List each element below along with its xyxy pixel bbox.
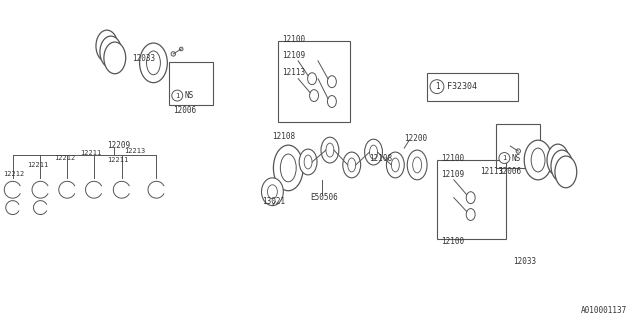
Ellipse shape bbox=[392, 158, 399, 172]
Ellipse shape bbox=[413, 157, 422, 173]
Ellipse shape bbox=[343, 152, 361, 178]
Ellipse shape bbox=[308, 73, 317, 85]
Text: 12100: 12100 bbox=[282, 35, 305, 44]
Bar bbox=[437, 160, 506, 239]
Ellipse shape bbox=[104, 42, 125, 74]
Circle shape bbox=[171, 52, 175, 56]
Ellipse shape bbox=[551, 150, 573, 182]
Ellipse shape bbox=[531, 148, 545, 172]
Ellipse shape bbox=[280, 154, 296, 182]
Ellipse shape bbox=[407, 150, 427, 180]
Ellipse shape bbox=[299, 149, 317, 175]
Text: 12109: 12109 bbox=[441, 170, 464, 180]
Ellipse shape bbox=[262, 178, 284, 206]
Text: A010001137: A010001137 bbox=[581, 306, 627, 315]
Text: 12033: 12033 bbox=[513, 257, 536, 266]
Ellipse shape bbox=[547, 144, 569, 176]
Text: 12006: 12006 bbox=[173, 106, 196, 115]
Ellipse shape bbox=[268, 185, 277, 199]
Text: 12033: 12033 bbox=[132, 54, 155, 63]
Circle shape bbox=[172, 90, 182, 101]
Bar bbox=[427, 73, 518, 100]
Ellipse shape bbox=[326, 143, 334, 157]
Ellipse shape bbox=[140, 43, 167, 83]
Text: 12200: 12200 bbox=[404, 134, 428, 143]
Ellipse shape bbox=[524, 140, 552, 180]
Text: 12006: 12006 bbox=[499, 167, 522, 176]
Ellipse shape bbox=[369, 145, 378, 159]
Ellipse shape bbox=[100, 36, 122, 68]
Text: F32304: F32304 bbox=[447, 82, 477, 91]
Ellipse shape bbox=[348, 158, 356, 172]
Text: 12211: 12211 bbox=[28, 162, 49, 168]
Text: 1: 1 bbox=[175, 92, 179, 99]
Ellipse shape bbox=[273, 145, 303, 191]
Ellipse shape bbox=[328, 76, 337, 88]
Text: 1: 1 bbox=[435, 82, 439, 91]
Text: 12212: 12212 bbox=[3, 171, 24, 177]
Text: NS: NS bbox=[184, 91, 193, 100]
Text: 12213: 12213 bbox=[124, 148, 145, 154]
Text: 1: 1 bbox=[502, 155, 506, 161]
Text: 13021: 13021 bbox=[262, 197, 285, 206]
Ellipse shape bbox=[96, 30, 118, 62]
Ellipse shape bbox=[328, 96, 337, 108]
Ellipse shape bbox=[321, 137, 339, 163]
Ellipse shape bbox=[466, 209, 475, 220]
Bar bbox=[497, 124, 540, 168]
Circle shape bbox=[516, 149, 520, 153]
Text: 12209: 12209 bbox=[107, 140, 130, 150]
Circle shape bbox=[430, 80, 444, 93]
Text: 12100: 12100 bbox=[441, 237, 464, 246]
Ellipse shape bbox=[555, 156, 577, 188]
Ellipse shape bbox=[310, 90, 319, 101]
Text: 12113: 12113 bbox=[481, 167, 504, 176]
Bar bbox=[278, 41, 349, 122]
Ellipse shape bbox=[147, 51, 161, 75]
Text: 12108: 12108 bbox=[273, 132, 296, 141]
Text: 12113: 12113 bbox=[282, 68, 305, 77]
Ellipse shape bbox=[304, 155, 312, 169]
Bar bbox=[170, 62, 213, 106]
Ellipse shape bbox=[387, 152, 404, 178]
Circle shape bbox=[179, 47, 183, 51]
Text: NS: NS bbox=[511, 154, 520, 163]
Text: 12211: 12211 bbox=[80, 150, 101, 156]
Text: 12108: 12108 bbox=[369, 154, 393, 163]
Text: 12212: 12212 bbox=[54, 155, 76, 161]
Ellipse shape bbox=[466, 192, 475, 204]
Text: 12109: 12109 bbox=[282, 52, 305, 60]
Text: 12211: 12211 bbox=[107, 157, 128, 163]
Text: E50506: E50506 bbox=[310, 193, 338, 202]
Circle shape bbox=[499, 153, 510, 164]
Ellipse shape bbox=[365, 139, 383, 165]
Text: 12100: 12100 bbox=[441, 154, 464, 163]
